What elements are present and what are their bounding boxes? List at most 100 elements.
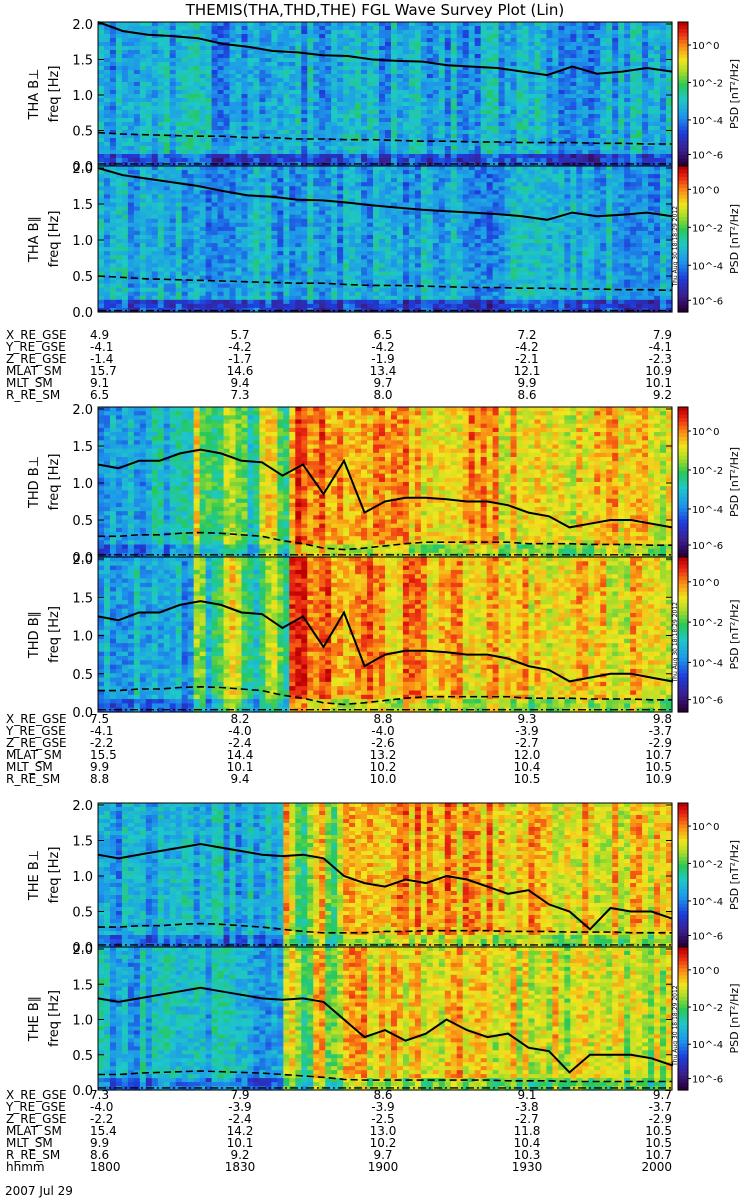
colorbar-tick-label: 10^-6	[692, 541, 723, 552]
colorbar: 10^0 10^-2 10^-4 10^-6 PSD [nT²/Hz]	[678, 557, 741, 713]
y-tick-label: 1.0	[72, 870, 93, 885]
y-tick-label: 2.0	[72, 18, 93, 33]
panel-ylabel: THE B⊥	[27, 850, 42, 901]
colorbar-tick-label: 10^-4	[692, 1040, 723, 1051]
y-tick-label: 2.0	[72, 799, 93, 814]
y-tick-label: 1.0	[72, 630, 93, 645]
freq-axis-label: freq [Hz]	[47, 990, 62, 1047]
ephemeris-value: 10.9	[645, 772, 672, 786]
colorbar-tick-label: 10^0	[692, 427, 719, 438]
ephemeris-value: 1800	[90, 1160, 121, 1174]
y-tick-label: 0.5	[72, 514, 93, 529]
y-tick-label: 0.5	[72, 906, 93, 921]
colorbar-tick-label: 10^-6	[692, 931, 723, 942]
figure-title: THEMIS(THA,THD,THE) FGL Wave Survey Plot…	[185, 1, 564, 19]
colorbar-tick-label: 10^-2	[692, 618, 723, 629]
colorbar-tick-label: 10^-4	[692, 897, 723, 908]
ephemeris-value: 7.3	[230, 388, 249, 402]
colorbar-tick-label: 10^-2	[692, 466, 723, 477]
timestamp-label: Thu Aug 30 18:18:29 2012	[672, 206, 679, 288]
spectrogram-heatmap	[98, 166, 673, 313]
ephemeris-value: 1900	[368, 1160, 399, 1174]
ephemeris-value: 1930	[512, 1160, 543, 1174]
colorbar-tick-label: 10^-6	[692, 1075, 723, 1086]
y-tick-label: 2.0	[72, 403, 93, 418]
timestamp-label: Thu Aug 30 18:18:29 2012	[672, 602, 679, 684]
spectrogram-heatmap	[98, 557, 673, 713]
colorbar-tick-label: 10^0	[692, 822, 719, 833]
colorbar: 10^0 10^-2 10^-4 10^-6 PSD [nT²/Hz]	[678, 407, 741, 558]
ephemeris-value: 8.8	[90, 772, 109, 786]
colorbar: 10^0 10^-2 10^-4 10^-6 PSD [nT²/Hz]	[678, 803, 741, 948]
colorbar-tick-label: 10^-4	[692, 658, 723, 669]
ephemeris-row-label: R_RE_SM	[6, 388, 60, 402]
ephemeris-row-label: R_RE_SM	[6, 772, 60, 786]
panel-ylabel: THE B∥	[27, 996, 42, 1042]
colorbar: 10^0 10^-2 10^-4 10^-6 PSD [nT²/Hz]	[678, 166, 741, 313]
y-tick-label: 1.0	[72, 89, 93, 104]
y-tick-label: 2.0	[72, 162, 93, 177]
colorbar-tick-label: 10^-2	[692, 1003, 723, 1014]
colorbar-tick-label: 10^0	[692, 578, 719, 589]
y-tick-label: 2.0	[72, 943, 93, 958]
spectrogram-heatmap	[98, 407, 673, 558]
y-tick-label: 0.5	[72, 668, 93, 683]
ephemeris-value: 10.0	[370, 772, 397, 786]
ephemeris-value: 10.5	[514, 772, 541, 786]
colorbar-tick-label: 10^-6	[692, 296, 723, 307]
panel-ylabel: THA B⊥	[27, 69, 42, 121]
colorbar-tick-label: 10^-6	[692, 696, 723, 707]
colorbar-tick-label: 10^0	[692, 185, 719, 196]
y-tick-label: 0.5	[72, 125, 93, 140]
panel-ylabel: THD B∥	[27, 611, 42, 659]
freq-axis-label: freq [Hz]	[47, 211, 62, 268]
colorbar-label: PSD [nT²/Hz]	[728, 840, 741, 910]
freq-axis-label: freq [Hz]	[47, 454, 62, 511]
colorbar-label: PSD [nT²/Hz]	[728, 59, 741, 129]
y-tick-label: 0.0	[72, 306, 93, 321]
spectrogram-heatmap	[98, 22, 673, 167]
spectrogram-heatmap	[98, 947, 673, 1091]
y-tick-label: 1.0	[72, 477, 93, 492]
freq-axis-label: freq [Hz]	[47, 606, 62, 663]
panel-ylabel: THD B⊥	[27, 456, 42, 509]
y-tick-label: 1.5	[72, 591, 93, 606]
ephemeris-value: 6.5	[90, 388, 109, 402]
ephemeris-value: 9.4	[230, 772, 249, 786]
ephemeris-value: 8.6	[517, 388, 536, 402]
colorbar-tick-label: 10^-2	[692, 859, 723, 870]
y-tick-label: 0.5	[72, 1049, 93, 1064]
colorbar-tick-label: 10^-2	[692, 223, 723, 234]
colorbar-tick-label: 10^-4	[692, 505, 723, 516]
y-tick-label: 1.5	[72, 198, 93, 213]
colorbar-label: PSD [nT²/Hz]	[728, 204, 741, 274]
timestamp-label: Thu Aug 30 18:18:29 2012	[672, 985, 679, 1067]
colorbar-tick-label: 10^0	[692, 41, 719, 52]
colorbar-tick-label: 10^-2	[692, 78, 723, 89]
ephemeris-value: 2000	[641, 1160, 672, 1174]
colorbar-tick-label: 10^-4	[692, 261, 723, 272]
y-tick-label: 1.5	[72, 978, 93, 993]
y-tick-label: 1.5	[72, 54, 93, 69]
y-tick-label: 1.0	[72, 1014, 93, 1029]
ephemeris-value: 8.0	[373, 388, 392, 402]
freq-axis-label: freq [Hz]	[47, 847, 62, 904]
colorbar-label: PSD [nT²/Hz]	[728, 447, 741, 517]
y-tick-label: 1.5	[72, 440, 93, 455]
ephemeris-row-label: hhmm	[6, 1160, 45, 1174]
y-tick-label: 2.0	[72, 553, 93, 568]
colorbar-tick-label: 10^-4	[692, 116, 723, 127]
colorbar-label: PSD [nT²/Hz]	[728, 599, 741, 669]
